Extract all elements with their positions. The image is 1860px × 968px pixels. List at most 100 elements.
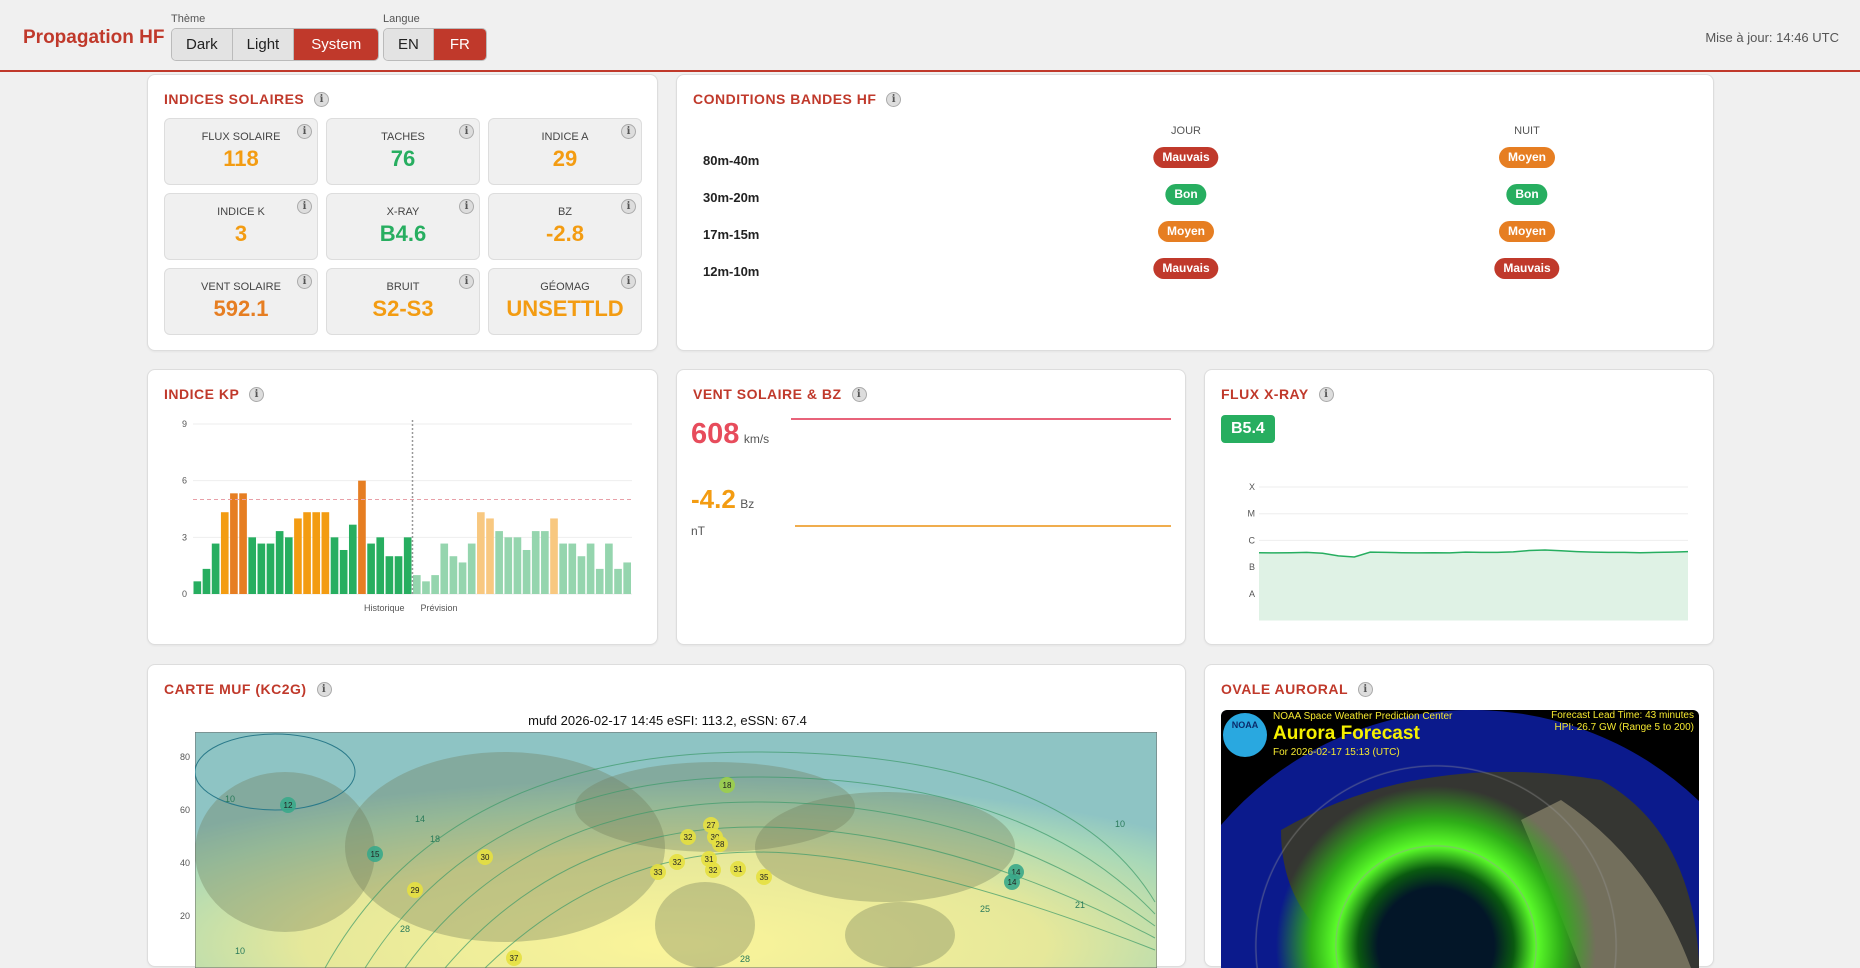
muf-station-marker[interactable]: 29	[407, 882, 423, 898]
band-name: 17m-15m	[703, 227, 760, 242]
muf-station-value: 15	[371, 850, 380, 859]
night-status-badge: Bon	[1506, 184, 1548, 205]
kp-history-bar	[394, 556, 403, 594]
kp-forecast-bar	[440, 543, 449, 594]
band-conditions-card: CONDITIONS BANDES HF i JOUR NUIT 80m-40m …	[676, 74, 1714, 351]
lang-en-button[interactable]: EN	[384, 29, 434, 60]
solar-tile: VENT SOLAIRE 592.1 i	[164, 268, 318, 335]
lang-switch: EN FR	[383, 28, 487, 61]
muf-station-marker[interactable]: 15	[367, 846, 383, 862]
info-icon[interactable]: i	[297, 274, 312, 289]
wind-speed-unit: km/s	[743, 432, 770, 446]
solar-tile: INDICE A 29 i	[488, 118, 642, 185]
info-icon[interactable]: i	[1318, 386, 1334, 402]
wind-speed: 608	[691, 418, 740, 450]
muf-station-marker[interactable]: 14	[1004, 874, 1020, 890]
contour-label: 28	[740, 954, 750, 964]
info-icon[interactable]: i	[886, 91, 902, 107]
contour-label: 18	[430, 834, 440, 844]
solar-tile: INDICE K 3 i	[164, 193, 318, 260]
theme-system-button[interactable]: System	[294, 29, 379, 60]
muf-station-value: 32	[709, 866, 718, 875]
kp-forecast-bar	[623, 562, 631, 594]
kp-history-bar	[294, 518, 302, 594]
card-title: FLUX X-RAY	[1221, 386, 1309, 402]
tile-label: BZ	[557, 206, 573, 218]
col-night: NUIT	[1514, 125, 1540, 137]
kp-forecast-bar	[449, 556, 458, 594]
kp-history-bar	[275, 531, 284, 594]
y-tick-label: 0	[182, 589, 187, 599]
y-tick-label: B	[1249, 562, 1255, 572]
card-title: VENT SOLAIRE & BZ	[693, 386, 842, 402]
muf-station-marker[interactable]: 31	[730, 861, 746, 877]
band-row: 17m-15m Moyen Moyen	[703, 219, 1703, 249]
muf-station-value: 33	[654, 868, 663, 877]
info-icon[interactable]: i	[459, 274, 474, 289]
landmass	[845, 902, 955, 968]
muf-station-marker[interactable]: 32	[705, 862, 721, 878]
info-icon[interactable]: i	[459, 199, 474, 214]
night-status-badge: Moyen	[1498, 147, 1556, 168]
muf-station-marker[interactable]: 28	[712, 836, 728, 852]
muf-station-marker[interactable]: 32	[669, 854, 685, 870]
info-icon[interactable]: i	[621, 199, 636, 214]
info-icon[interactable]: i	[297, 124, 312, 139]
night-status-badge: Mauvais	[1494, 258, 1560, 279]
night-status-badge: Moyen	[1498, 221, 1556, 242]
kp-history-bar	[348, 524, 357, 594]
theme-light-button[interactable]: Light	[232, 29, 295, 60]
kp-forecast-bar	[431, 575, 439, 594]
kp-history-bar	[266, 543, 275, 594]
tile-value: 3	[234, 221, 248, 246]
muf-station-value: 12	[284, 801, 293, 810]
info-icon[interactable]: i	[314, 91, 330, 107]
noaa-logo: NOAA	[1223, 713, 1267, 757]
muf-station-marker[interactable]: 18	[719, 777, 735, 793]
theme-switch: Dark Light System	[171, 28, 380, 61]
info-icon[interactable]: i	[297, 199, 312, 214]
muf-station-marker[interactable]: 33	[650, 864, 666, 880]
solar-indices-card: INDICES SOLAIRES i FLUX SOLAIRE 118 i TACHES…	[147, 74, 658, 351]
kp-history-bar	[330, 537, 339, 594]
kp-history-bar	[284, 537, 293, 594]
card-title: OVALE AURORAL	[1221, 681, 1349, 697]
card-title: CONDITIONS BANDES HF	[693, 91, 877, 107]
aurora-hpi: HPI: 26.7 GW (Range 5 to 200)	[1554, 722, 1694, 733]
band-row: 80m-40m Mauvais Moyen	[703, 145, 1703, 175]
day-status-badge: Bon	[1165, 184, 1207, 205]
theme-dark-button[interactable]: Dark	[172, 29, 233, 60]
info-icon[interactable]: i	[316, 681, 332, 697]
kp-forecast-bar	[467, 543, 476, 594]
solar-tile: FLUX SOLAIRE 118 i	[164, 118, 318, 185]
kp-history-bar	[257, 543, 266, 594]
muf-contour	[444, 826, 1156, 968]
kp-history-bar	[193, 581, 202, 594]
muf-station-value: 35	[760, 873, 769, 882]
muf-station-value: 27	[707, 821, 716, 830]
kp-history-bar	[303, 512, 311, 594]
kp-forecast-bar	[568, 543, 577, 594]
bz-unit: Bz nT	[691, 497, 755, 538]
info-icon[interactable]: i	[621, 274, 636, 289]
tile-value: 118	[223, 146, 259, 171]
lang-fr-button[interactable]: FR	[433, 29, 486, 60]
info-icon[interactable]: i	[1358, 681, 1374, 697]
contour-label: 21	[1075, 900, 1085, 910]
muf-station-marker[interactable]: 12	[280, 797, 296, 813]
info-icon[interactable]: i	[459, 124, 474, 139]
info-icon[interactable]: i	[621, 124, 636, 139]
solar-wind-card: VENT SOLAIRE & BZ i 608 km/s -4.2 Bz nT	[676, 369, 1186, 645]
card-title: CARTE MUF (KC2G)	[164, 681, 307, 697]
muf-station-marker[interactable]: 32	[680, 829, 696, 845]
info-icon[interactable]: i	[249, 386, 265, 402]
kp-history-bar	[321, 512, 330, 594]
info-icon[interactable]: i	[851, 386, 867, 402]
muf-station-marker[interactable]: 35	[756, 869, 772, 885]
aurora-card: OVALE AURORAL i NOAA NOAA Space Weather P…	[1204, 664, 1714, 968]
aurora-time: For 2026-02-17 15:13 (UTC)	[1273, 747, 1400, 758]
muf-station-marker[interactable]: 30	[477, 849, 493, 865]
y-tick-label: M	[1248, 509, 1256, 519]
muf-station-marker[interactable]: 37	[506, 950, 522, 966]
